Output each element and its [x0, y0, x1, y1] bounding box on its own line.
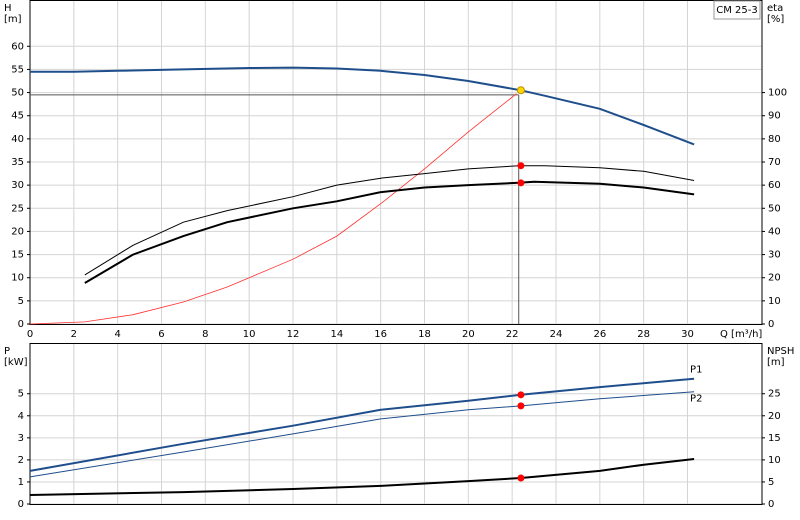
y-tick-label: 40: [11, 134, 24, 145]
plot-frame: [29, 343, 763, 505]
y-tick-label: 25: [11, 203, 24, 214]
y-axis-unit: [kW]: [4, 357, 28, 368]
x-tick-label: 4: [114, 329, 120, 340]
y-tick-label: 30: [11, 180, 24, 191]
y2-tick-label: 5: [768, 477, 774, 488]
x-tick-label: 8: [202, 329, 208, 340]
x-tick-label: 16: [374, 329, 387, 340]
x-tick-label: 18: [418, 329, 431, 340]
y-axis-label: P: [4, 346, 10, 357]
y-tick-label: 10: [11, 273, 24, 284]
y2-axis-unit: [m]: [767, 357, 785, 368]
y-axis-unit: [m]: [4, 14, 22, 25]
y2-tick-label: 40: [768, 226, 781, 237]
y2-tick-label: 0: [768, 319, 774, 330]
curve: [30, 66, 695, 146]
y2-tick-label: 60: [768, 180, 781, 191]
y2-tick-label: 100: [768, 88, 787, 99]
x-tick-label: 22: [506, 329, 519, 340]
y-tick-label: 3: [18, 433, 24, 444]
y-tick-label: 0: [18, 499, 24, 510]
y2-tick-label: 15: [768, 433, 781, 444]
y2-tick-label: 80: [768, 134, 781, 145]
y2-tick-label: 20: [768, 411, 781, 422]
y2-tick-label: 20: [768, 273, 781, 284]
title-box: [713, 0, 761, 20]
y-tick-label: 4: [18, 411, 24, 422]
y2-tick-label: 10: [768, 455, 781, 466]
curve: [84, 165, 695, 276]
y2-tick-label: 70: [768, 157, 781, 168]
y2-axis-unit: [%]: [767, 14, 784, 25]
y-tick-label: 5: [18, 389, 24, 400]
x-tick-label: 24: [550, 329, 563, 340]
y-tick-label: 20: [11, 226, 24, 237]
y-tick-label: 45: [11, 111, 24, 122]
curve: [29, 391, 695, 478]
operating-point: [517, 391, 525, 399]
operating-point: [517, 162, 525, 170]
y2-tick-label: 90: [768, 111, 781, 122]
y-tick-label: 55: [11, 64, 24, 75]
y-tick-label: 1: [18, 477, 24, 488]
x-tick-label: 10: [243, 329, 256, 340]
curve-label: P2: [690, 394, 702, 405]
curve: [29, 458, 695, 496]
y-tick-label: 50: [11, 88, 24, 99]
operating-point: [517, 402, 525, 410]
operating-point: [516, 86, 525, 95]
y-tick-label: 5: [18, 296, 24, 307]
x-tick-label: 28: [637, 329, 650, 340]
y2-axis-label: eta: [767, 3, 783, 14]
curve: [29, 377, 695, 472]
chart-title: CM 25-3: [716, 5, 757, 16]
y2-tick-label: 30: [768, 250, 781, 261]
x-axis-label: Q [m³/h]: [720, 329, 762, 340]
operating-point: [517, 179, 525, 187]
y-tick-label: 60: [11, 41, 24, 52]
curve: [29, 93, 517, 325]
y2-tick-label: 25: [768, 389, 781, 400]
x-tick-label: 14: [330, 329, 343, 340]
x-tick-label: 2: [71, 329, 77, 340]
y2-tick-label: 0: [768, 499, 774, 510]
y-tick-label: 35: [11, 157, 24, 168]
y-tick-label: 15: [11, 250, 24, 261]
curve-label: P1: [690, 365, 702, 376]
y2-tick-label: 50: [768, 203, 781, 214]
y2-axis-label: NPSH: [767, 346, 794, 357]
x-tick-label: 26: [593, 329, 606, 340]
y-axis-label: H: [4, 3, 12, 14]
x-tick-label: 20: [462, 329, 475, 340]
y2-tick-label: 10: [768, 296, 781, 307]
curve: [84, 180, 695, 284]
x-tick-label: 30: [681, 329, 694, 340]
y-tick-label: 2: [18, 455, 24, 466]
x-tick-label: 6: [158, 329, 164, 340]
x-tick-label: 12: [287, 329, 300, 340]
plot-frame: [29, 0, 763, 325]
y-tick-label: 0: [18, 319, 24, 330]
x-tick-label: 0: [27, 329, 33, 340]
operating-point: [517, 474, 525, 482]
